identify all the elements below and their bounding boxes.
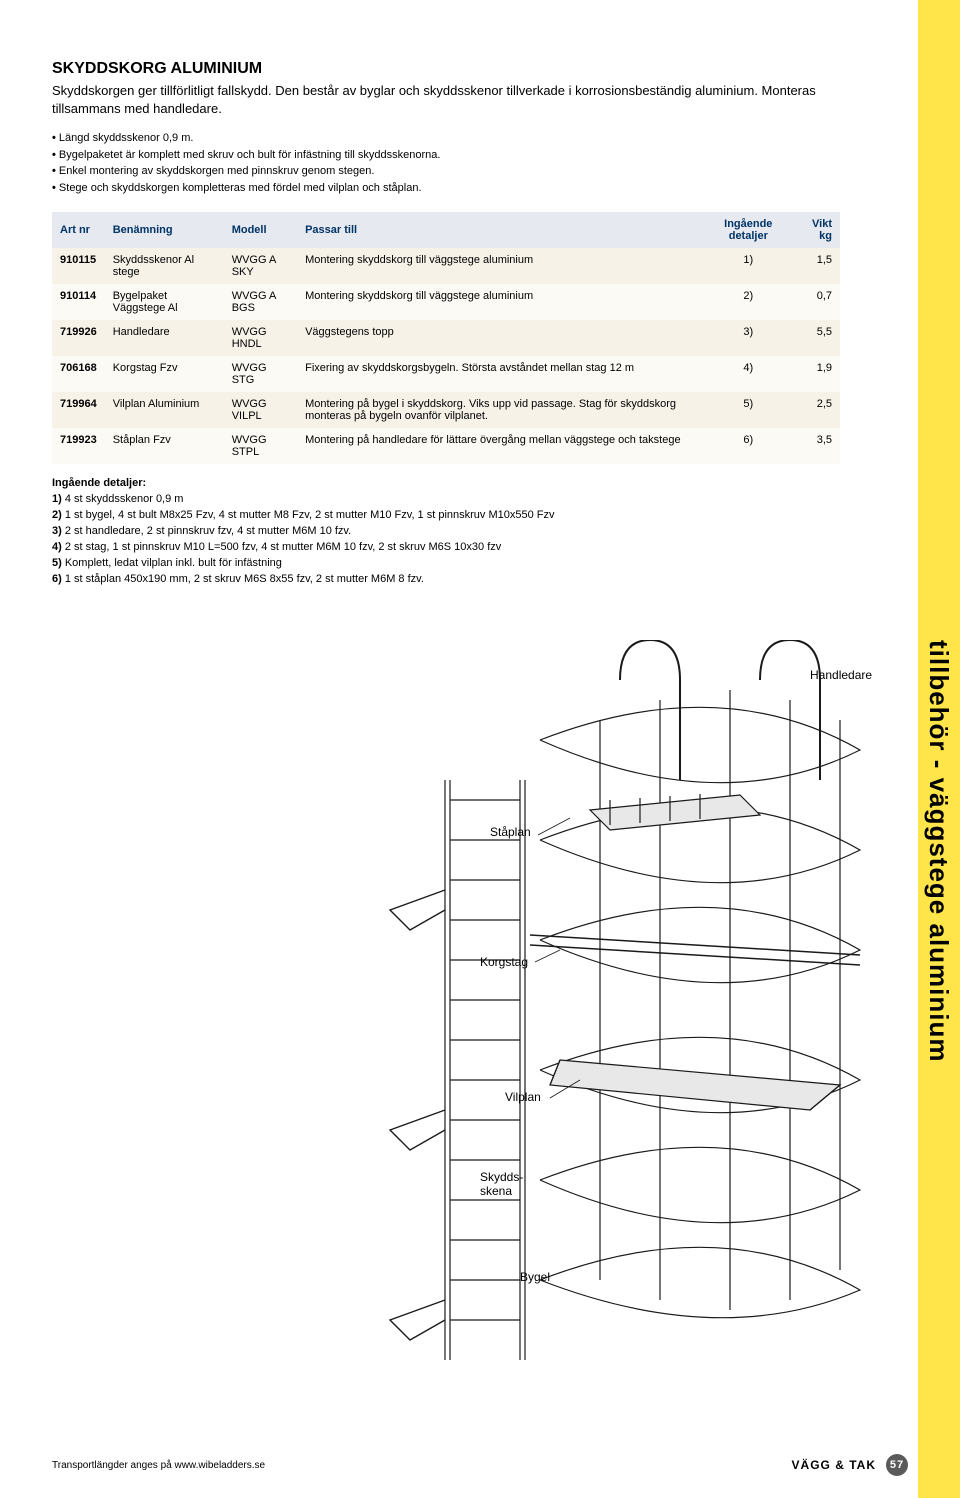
table-cell: 1,5 bbox=[794, 248, 840, 284]
table-cell: Skyddsskenor Al stege bbox=[105, 248, 224, 284]
table-cell: 3,5 bbox=[794, 428, 840, 464]
th-vikt: Vikt kg bbox=[794, 212, 840, 248]
feature-bullets: Längd skyddsskenor 0,9 m. Bygelpaketet ä… bbox=[52, 130, 840, 196]
details-lines: 1) 4 st skyddsskenor 0,9 m2) 1 st bygel,… bbox=[52, 492, 840, 588]
table-cell: Montering på handledare för lättare över… bbox=[297, 428, 703, 464]
label-handledare: Handledare bbox=[810, 668, 872, 682]
table-cell: Montering på bygel i skyddskorg. Viks up… bbox=[297, 392, 703, 428]
intro-text: Skyddskorgen ger tillförlitligt fallskyd… bbox=[52, 82, 840, 118]
table-header-row: Art nr Benämning Modell Passar till Ingå… bbox=[52, 212, 840, 248]
detail-line: 1) 4 st skyddsskenor 0,9 m bbox=[52, 492, 840, 508]
table-cell: 910115 bbox=[52, 248, 105, 284]
table-cell: Ståplan Fzv bbox=[105, 428, 224, 464]
th-benamning: Benämning bbox=[105, 212, 224, 248]
page-number-block: VÄGG & TAK 57 bbox=[792, 1454, 908, 1476]
table-cell: 2,5 bbox=[794, 392, 840, 428]
table-cell: WVGG HNDL bbox=[224, 320, 297, 356]
th-modell: Modell bbox=[224, 212, 297, 248]
detail-line: 6) 1 st ståplan 450x190 mm, 2 st skruv M… bbox=[52, 572, 840, 588]
detail-line: 5) Komplett, ledat vilplan inkl. bult fö… bbox=[52, 556, 840, 572]
table-cell: Bygelpaket Väggstege Al bbox=[105, 284, 224, 320]
table-cell: Vilplan Aluminium bbox=[105, 392, 224, 428]
table-row: 719926HandledareWVGG HNDLVäggstegens top… bbox=[52, 320, 840, 356]
table-cell: Handledare bbox=[105, 320, 224, 356]
bullet-item: Enkel montering av skyddskorgen med pinn… bbox=[52, 163, 840, 180]
table-cell: 0,7 bbox=[794, 284, 840, 320]
page-content: SKYDDSKORG ALUMINIUM Skyddskorgen ger ti… bbox=[0, 0, 900, 588]
label-korgstag: Korgstag bbox=[480, 955, 528, 969]
page-footer: Transportlängder anges på www.wibeladder… bbox=[52, 1454, 908, 1476]
page-number-circle: 57 bbox=[886, 1454, 908, 1476]
table-cell: 5) bbox=[703, 392, 794, 428]
th-passar: Passar till bbox=[297, 212, 703, 248]
table-cell: Montering skyddskorg till väggstege alum… bbox=[297, 248, 703, 284]
table-row: 910115Skyddsskenor Al stegeWVGG A SKYMon… bbox=[52, 248, 840, 284]
detail-line: 4) 2 st stag, 1 st pinnskruv M10 L=500 f… bbox=[52, 540, 840, 556]
table-row: 719964Vilplan AluminiumWVGG VILPLMonteri… bbox=[52, 392, 840, 428]
table-cell: WVGG A SKY bbox=[224, 248, 297, 284]
product-table: Art nr Benämning Modell Passar till Ingå… bbox=[52, 212, 840, 464]
table-cell: 3) bbox=[703, 320, 794, 356]
table-row: 910114Bygelpaket Väggstege AlWVGG A BGSM… bbox=[52, 284, 840, 320]
label-vilplan: Vilplan bbox=[505, 1090, 541, 1104]
table-cell: Väggstegens topp bbox=[297, 320, 703, 356]
table-cell: 719923 bbox=[52, 428, 105, 464]
table-cell: WVGG STPL bbox=[224, 428, 297, 464]
bullet-item: Stege och skyddskorgen kompletteras med … bbox=[52, 180, 840, 197]
table-cell: 1) bbox=[703, 248, 794, 284]
table-cell: WVGG A BGS bbox=[224, 284, 297, 320]
detail-line: 2) 1 st bygel, 4 st bult M8x25 Fzv, 4 st… bbox=[52, 508, 840, 524]
table-cell: 4) bbox=[703, 356, 794, 392]
table-row: 719923Ståplan FzvWVGG STPLMontering på h… bbox=[52, 428, 840, 464]
ladder-cage-diagram bbox=[320, 640, 880, 1380]
table-cell: Fixering av skyddskorgsbygeln. Största a… bbox=[297, 356, 703, 392]
th-detaljer: Ingående detaljer bbox=[703, 212, 794, 248]
table-cell: 2) bbox=[703, 284, 794, 320]
table-cell: 706168 bbox=[52, 356, 105, 392]
table-cell: 719926 bbox=[52, 320, 105, 356]
footer-note: Transportlängder anges på www.wibeladder… bbox=[52, 1460, 265, 1471]
table-cell: Montering skyddskorg till väggstege alum… bbox=[297, 284, 703, 320]
detail-line: 3) 2 st handledare, 2 st pinnskruv fzv, … bbox=[52, 524, 840, 540]
table-cell: WVGG VILPL bbox=[224, 392, 297, 428]
details-heading: Ingående detaljer: bbox=[52, 476, 840, 492]
label-staplan: Ståplan bbox=[490, 825, 531, 839]
vertical-section-title: tillbehör - väggstege aluminium bbox=[923, 640, 954, 1063]
table-cell: Korgstag Fzv bbox=[105, 356, 224, 392]
label-bygel: Bygel bbox=[520, 1270, 550, 1284]
diagram-area: Handledare Ståplan Korgstag Vilplan Skyd… bbox=[320, 640, 880, 1380]
included-details: Ingående detaljer: 1) 4 st skyddsskenor … bbox=[52, 476, 840, 588]
th-artnr: Art nr bbox=[52, 212, 105, 248]
product-title: SKYDDSKORG ALUMINIUM bbox=[52, 60, 840, 78]
label-skyddsskena: Skydds- skena bbox=[480, 1170, 523, 1198]
table-cell: 719964 bbox=[52, 392, 105, 428]
footer-section: VÄGG & TAK bbox=[792, 1458, 876, 1472]
bullet-item: Bygelpaketet är komplett med skruv och b… bbox=[52, 147, 840, 164]
table-cell: 6) bbox=[703, 428, 794, 464]
table-cell: 5,5 bbox=[794, 320, 840, 356]
table-cell: 910114 bbox=[52, 284, 105, 320]
table-body: 910115Skyddsskenor Al stegeWVGG A SKYMon… bbox=[52, 248, 840, 464]
table-cell: 1,9 bbox=[794, 356, 840, 392]
bullet-item: Längd skyddsskenor 0,9 m. bbox=[52, 130, 840, 147]
table-cell: WVGG STG bbox=[224, 356, 297, 392]
table-row: 706168Korgstag FzvWVGG STGFixering av sk… bbox=[52, 356, 840, 392]
